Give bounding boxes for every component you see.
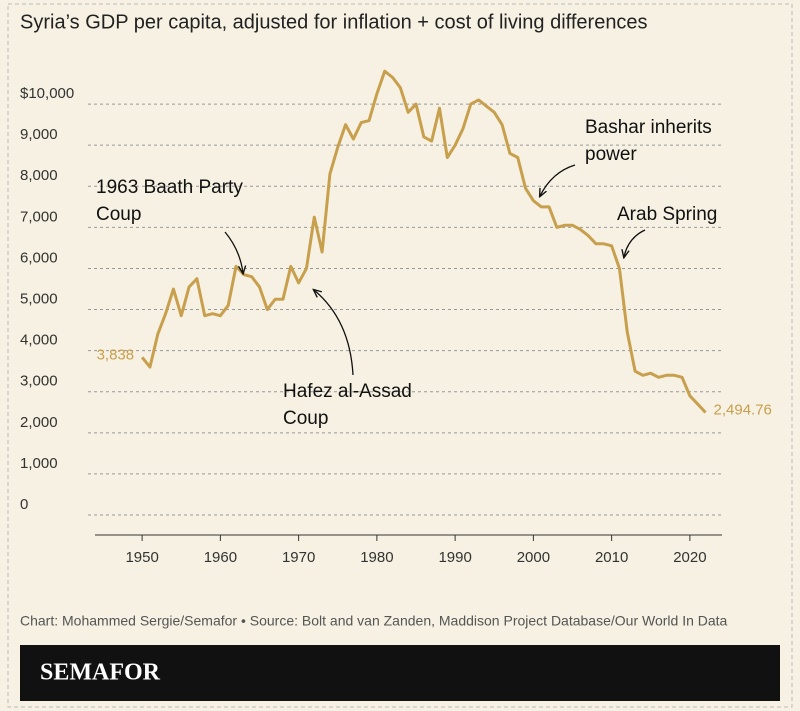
annotation-arrow [314, 290, 354, 376]
x-tick-label: 1980 [360, 549, 393, 566]
y-tick-label: 0 [20, 496, 28, 513]
y-tick-label: 2,000 [20, 414, 58, 431]
annotation-arrow [624, 229, 646, 257]
y-tick-label: 5,000 [20, 291, 58, 308]
annotation: power [585, 144, 637, 165]
brand-bar [20, 645, 780, 701]
chart-title: Syria’s GDP per capita, adjusted for inf… [20, 11, 648, 33]
annotation: 1963 Baath Party [96, 177, 243, 198]
annotation: Coup [283, 408, 328, 429]
brand: SEMAFOR [40, 660, 161, 686]
y-tick-label: 4,000 [20, 332, 58, 349]
annotation: Coup [96, 204, 141, 225]
x-tick-label: 1970 [282, 549, 315, 566]
annotation: Arab Spring [617, 204, 717, 225]
y-tick-label: 8,000 [20, 167, 58, 184]
value-label: 3,838 [97, 346, 135, 363]
y-tick-label: 6,000 [20, 249, 58, 266]
x-tick-label: 1990 [438, 549, 471, 566]
frame [7, 3, 793, 708]
y-tick-label: 7,000 [20, 208, 58, 225]
line [140, 69, 707, 414]
y-tick-label: 9,000 [20, 126, 58, 143]
x-tick-label: 2020 [673, 549, 706, 566]
annotation-arrow [540, 164, 576, 196]
y-tick-label: 3,000 [20, 373, 58, 390]
annotation-arrow [224, 231, 243, 273]
value-label: 2,494.76 [714, 401, 772, 418]
y-tick-label: $10,000 [20, 85, 74, 102]
annotation: Hafez al-Assad [283, 381, 412, 402]
y-tick-label: 1,000 [20, 455, 58, 472]
annotation: Bashar inherits [585, 117, 712, 138]
x-tick-label: 2010 [595, 549, 628, 566]
x-tick-label: 2000 [517, 549, 550, 566]
x-tick-label: 1960 [204, 549, 237, 566]
source: Chart: Mohammed Sergie/Semafor • Source:… [20, 613, 728, 629]
x-tick-label: 1950 [125, 549, 158, 566]
